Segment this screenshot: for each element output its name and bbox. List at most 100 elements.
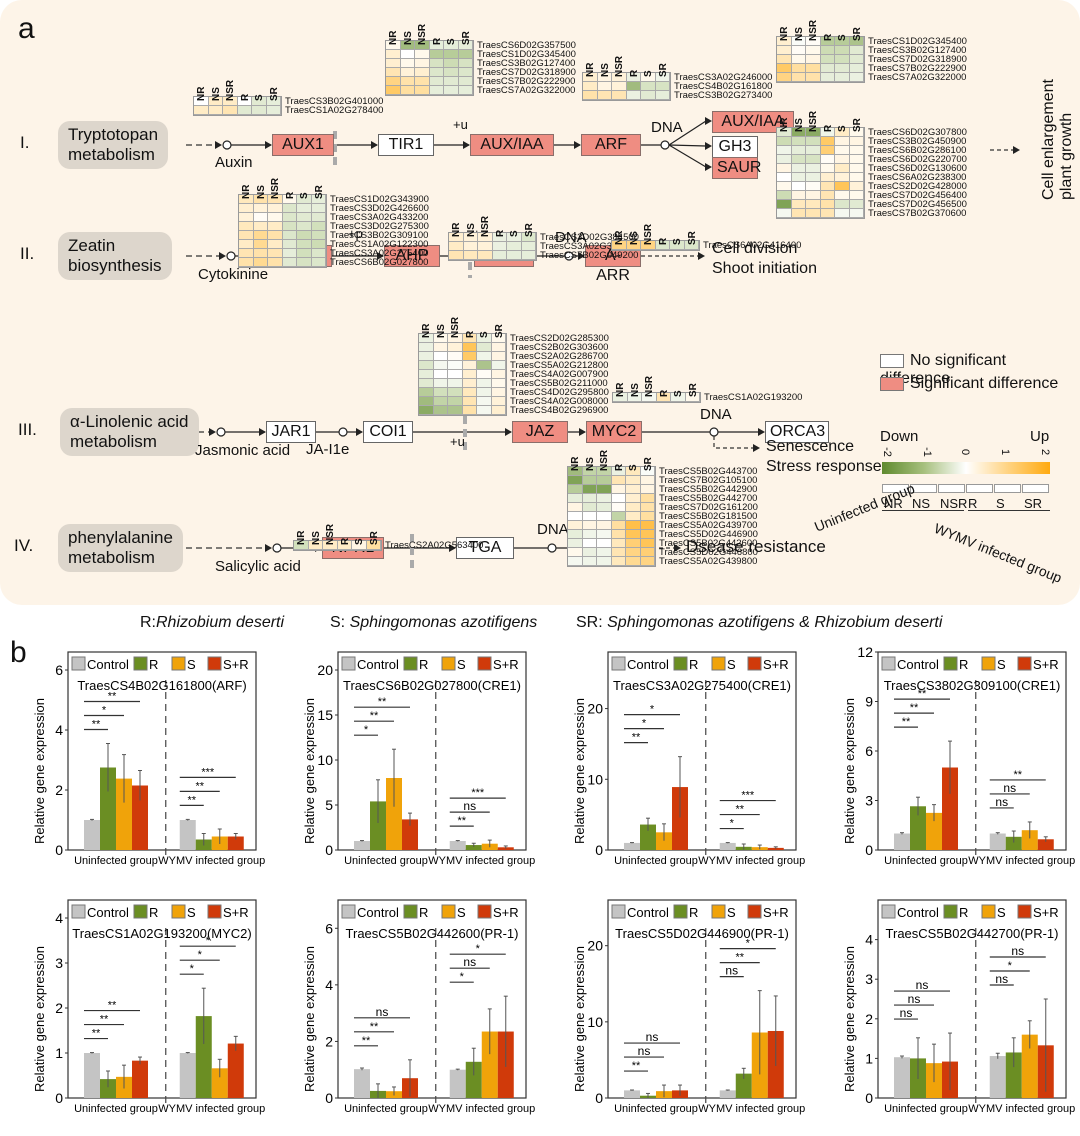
heatmap-cell	[820, 37, 835, 46]
heatmap-cell	[806, 128, 821, 137]
legend-label: S	[997, 905, 1006, 920]
heatmap-cell	[462, 406, 477, 415]
group-box	[910, 484, 937, 493]
heatmap-cell	[491, 352, 506, 361]
bar-r-infected	[465, 1061, 482, 1098]
plot-frame	[607, 899, 797, 1099]
significance-label: ns	[995, 972, 1008, 986]
group-column-label: R	[968, 496, 978, 511]
heatmap-myc2: NR NS NSR R S SR TraesCS1A02G193200	[612, 376, 802, 403]
chart-1: 0 2 4 6 Relative gene expression Control R S S+R…	[32, 651, 265, 867]
pathway-layer: I. Tryptotopan metabolism Auxin AUX1 TIR1 AUX/…	[14, 20, 1075, 575]
heatmap-npr1-grid	[293, 540, 382, 551]
heatmap-tir1: NR NS NSR R S SR TraesCS6D02G357500 TraesCS1D02…	[385, 24, 576, 96]
heatmap-cell	[640, 467, 655, 476]
heatmap-cell	[655, 91, 670, 100]
heatmap-cell	[282, 222, 297, 231]
plot-frame	[67, 899, 257, 1099]
heatmap-column-label: R	[494, 229, 506, 237]
heatmap-cell	[268, 195, 283, 204]
pathway-2-outcome-1: Cell division	[712, 240, 798, 257]
heatmap-column-label: S	[354, 538, 365, 545]
bar-r-infected	[195, 1016, 212, 1098]
bar-control-infected	[989, 1056, 1006, 1098]
gene-label: TraesCS1A02G278400	[285, 105, 384, 116]
legend-swatch	[711, 904, 726, 919]
heatmap-cell	[507, 233, 522, 242]
bar-r-infected	[735, 1073, 752, 1098]
y-tick-label: 0	[55, 842, 63, 858]
heatmap-cell	[477, 397, 492, 406]
significance-label: ns	[463, 955, 476, 969]
heatmap-cell	[835, 128, 850, 137]
significance-label: **	[92, 719, 101, 731]
heatmap-cell	[568, 539, 583, 548]
gene-label: TraesCS3B02G401000	[285, 96, 384, 107]
heatmap-cell	[568, 485, 583, 494]
output-gh3: GH3	[712, 136, 758, 158]
heatmap-column-label: SR	[686, 231, 698, 245]
gene-label: TraesCS7B02G105100	[659, 475, 758, 486]
significance-label: *	[460, 971, 465, 983]
heatmap-column-label: S	[479, 331, 490, 338]
heatmap-column-label: NR	[614, 230, 625, 245]
heatmap-column-label: R	[822, 124, 834, 132]
pathway-3-outcome-2: Stress response	[766, 458, 882, 475]
heatmap-cell	[419, 352, 434, 361]
heatmap-cell	[626, 91, 641, 100]
link-label-p-1: +p	[348, 226, 363, 241]
heatmap-barr-columns: NR NS NSR R S SR	[611, 224, 731, 245]
heatmap-cell	[806, 146, 821, 155]
species-s-name: Sphingomonas azotifigens	[349, 614, 538, 631]
heatmap-cell	[568, 530, 583, 539]
heatmap-cell	[237, 106, 252, 115]
heatmap-cell	[463, 242, 478, 251]
heatmap-cell	[626, 241, 641, 250]
y-tick-label: 0	[55, 1090, 63, 1106]
heatmap-cell	[582, 476, 597, 485]
heatmap-column-label: NSR	[614, 55, 625, 77]
legend-label: S	[457, 905, 466, 920]
gene-label: TraesCS7D02G456500	[868, 199, 967, 210]
heatmap-cell	[849, 64, 864, 73]
node-orca3: ORCA3	[765, 421, 829, 443]
significance-label: ***	[201, 766, 215, 778]
heatmap-cell	[820, 200, 835, 209]
heatmap-jaz-genes: TraesCS2D02G285300 TraesCS2B02G303600 Trae…	[510, 334, 609, 416]
heatmap-cell	[670, 241, 685, 250]
legend-swatch	[341, 904, 356, 919]
chart-4: 0 3 6 9 12 Relative gene expression Control R S S…	[842, 644, 1075, 867]
legend-label: S	[187, 905, 196, 920]
heatmap-cell	[849, 173, 864, 182]
bar-control-uninfected	[894, 833, 910, 850]
chart-title: TraesCS4B02G161800(ARF)	[77, 678, 246, 693]
heatmap-cell	[835, 55, 850, 64]
heatmap-column-label: NSR	[225, 79, 236, 101]
heatmap-cell	[449, 233, 464, 242]
bar-control-uninfected	[84, 820, 100, 850]
y-tick-label: 2	[325, 1033, 333, 1049]
heatmap-cell	[568, 503, 583, 512]
heatmap-cell	[311, 240, 326, 249]
heatmap-column-label: SR	[460, 31, 472, 45]
heatmap-cell	[849, 55, 864, 64]
legend-swatch	[1017, 904, 1032, 919]
heatmap-cell	[308, 541, 323, 550]
bar-s-uninfected	[116, 778, 132, 850]
gene-label: TraesCS4D02G295800	[510, 387, 609, 398]
heatmap-cell	[820, 164, 835, 173]
heatmap-cell	[611, 467, 626, 476]
source-line: metabolism	[68, 548, 155, 567]
heatmap-cell	[849, 182, 864, 191]
heatmap-pr1-genes: TraesCS5B02G443700 TraesCS7B02G105100 Trae…	[659, 467, 758, 567]
uninfected-bracket	[882, 510, 964, 511]
heatmap-cell	[282, 249, 297, 258]
chart-2: 0 5 10 15 20 Relative gene expression Control R…	[302, 651, 535, 867]
heatmap-cell	[311, 258, 326, 267]
heatmap-cell	[806, 46, 821, 55]
legend-swatch	[881, 904, 896, 919]
heatmap-tir1-grid	[385, 40, 474, 96]
heatmap-cell	[777, 164, 792, 173]
heatmap-column-label: S	[837, 34, 848, 41]
chart-8: 0 1 2 3 4 Relative gene expression Control R S S+…	[842, 899, 1075, 1115]
